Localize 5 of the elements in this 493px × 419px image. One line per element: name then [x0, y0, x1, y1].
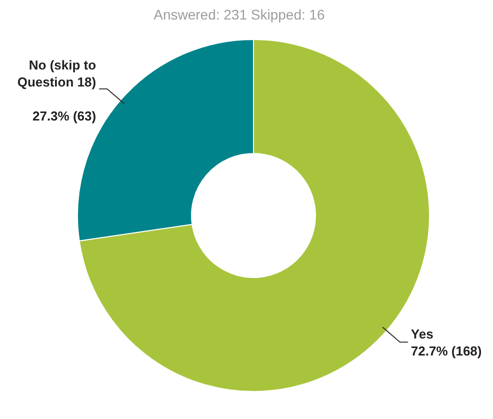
- slice-label: No (skip to Question 18): [17, 57, 96, 90]
- data-label: 72.7% (168): [410, 344, 482, 359]
- chart-title: Answered: 231 Skipped: 16: [154, 6, 326, 22]
- data-label: 27.3% (63): [32, 108, 96, 124]
- slice-label: Yes: [410, 326, 434, 342]
